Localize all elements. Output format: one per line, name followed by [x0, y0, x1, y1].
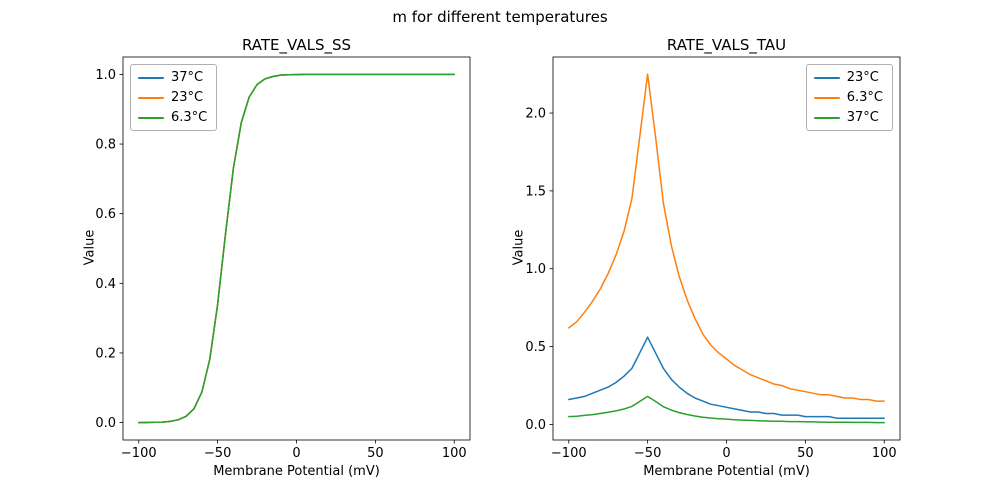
axes-frame	[122, 56, 471, 441]
x-tick-label: 100	[442, 446, 467, 461]
y-tick-label: 0.8	[95, 138, 116, 153]
series-line-23°C	[568, 336, 885, 419]
y-axis-label-right: Value	[511, 229, 527, 266]
x-axis-label-left: Membrane Potential (mV)	[213, 464, 380, 479]
legend-line-sample	[813, 76, 840, 79]
legend-label: 6.3°C	[846, 90, 883, 105]
subplot-1: −100 −50 0 50 100 0.0 0.5 1.0 1.5 2.0	[525, 56, 901, 461]
legend-item-23°C: 23°C	[813, 70, 883, 85]
y-tick-label: 0.6	[95, 207, 116, 222]
legend-item-6.3°C: 6.3°C	[813, 90, 883, 105]
legend-line-sample	[138, 76, 164, 79]
legend-label: 37°C	[846, 110, 879, 125]
legend-line-sample	[138, 116, 164, 119]
legend-label: 37°C	[171, 70, 204, 85]
legend-line-sample	[813, 116, 840, 119]
x-tick-label: 50	[367, 446, 384, 461]
y-tick-label: 0.5	[525, 340, 546, 355]
y-axis-label-left: Value	[82, 229, 98, 266]
legend-label: 6.3°C	[171, 110, 208, 125]
legend-line-sample	[813, 96, 840, 99]
series-line-6.3°C	[568, 73, 885, 402]
x-tick-label: 50	[797, 446, 814, 461]
subplot-title-rate-vals-tau: RATE_VALS_TAU	[666, 36, 787, 54]
legend-item-6.3°C: 6.3°C	[138, 110, 207, 125]
y-tick-label: 1.0	[95, 68, 116, 83]
y-tick-label: 2.0	[525, 107, 546, 122]
x-axis-label-right: Membrane Potential (mV)	[643, 464, 810, 479]
x-tick-label: −100	[121, 446, 157, 461]
x-tick-label: 0	[292, 446, 300, 461]
legend-label: 23°C	[171, 90, 204, 105]
x-tick-label: 100	[872, 446, 897, 461]
legend-item-37°C: 37°C	[813, 110, 883, 125]
y-tick-label: 1.5	[525, 184, 546, 199]
subplot-0: −100 −50 0 50 100 0.0 0.2 0.4 0.6 0.8 1.0	[95, 56, 471, 461]
legend-left: 37°C 23°C 6.3°C	[130, 64, 218, 131]
y-tick-label: 1.0	[525, 262, 546, 277]
axes-frame	[552, 56, 901, 441]
subplot-title-rate-vals-ss: RATE_VALS_SS	[241, 36, 352, 54]
y-tick-label: 0.4	[95, 277, 116, 292]
x-tick-label: −50	[634, 446, 661, 461]
series-line-6.3°C	[138, 73, 455, 424]
x-tick-label: −50	[204, 446, 231, 461]
legend-right: 23°C 6.3°C 37°C	[805, 64, 893, 131]
legend-label: 23°C	[846, 70, 879, 85]
figure-title: m for different temperatures	[392, 8, 608, 26]
y-tick-label: 0.0	[95, 416, 116, 431]
y-tick-label: 0.2	[95, 346, 116, 361]
y-tick-label: 0.0	[525, 418, 546, 433]
legend-line-sample	[138, 96, 164, 99]
legend-item-37°C: 37°C	[138, 70, 207, 85]
legend-item-23°C: 23°C	[138, 90, 207, 105]
x-tick-label: 0	[722, 446, 730, 461]
x-tick-label: −100	[551, 446, 587, 461]
series-line-37°C	[568, 395, 885, 424]
